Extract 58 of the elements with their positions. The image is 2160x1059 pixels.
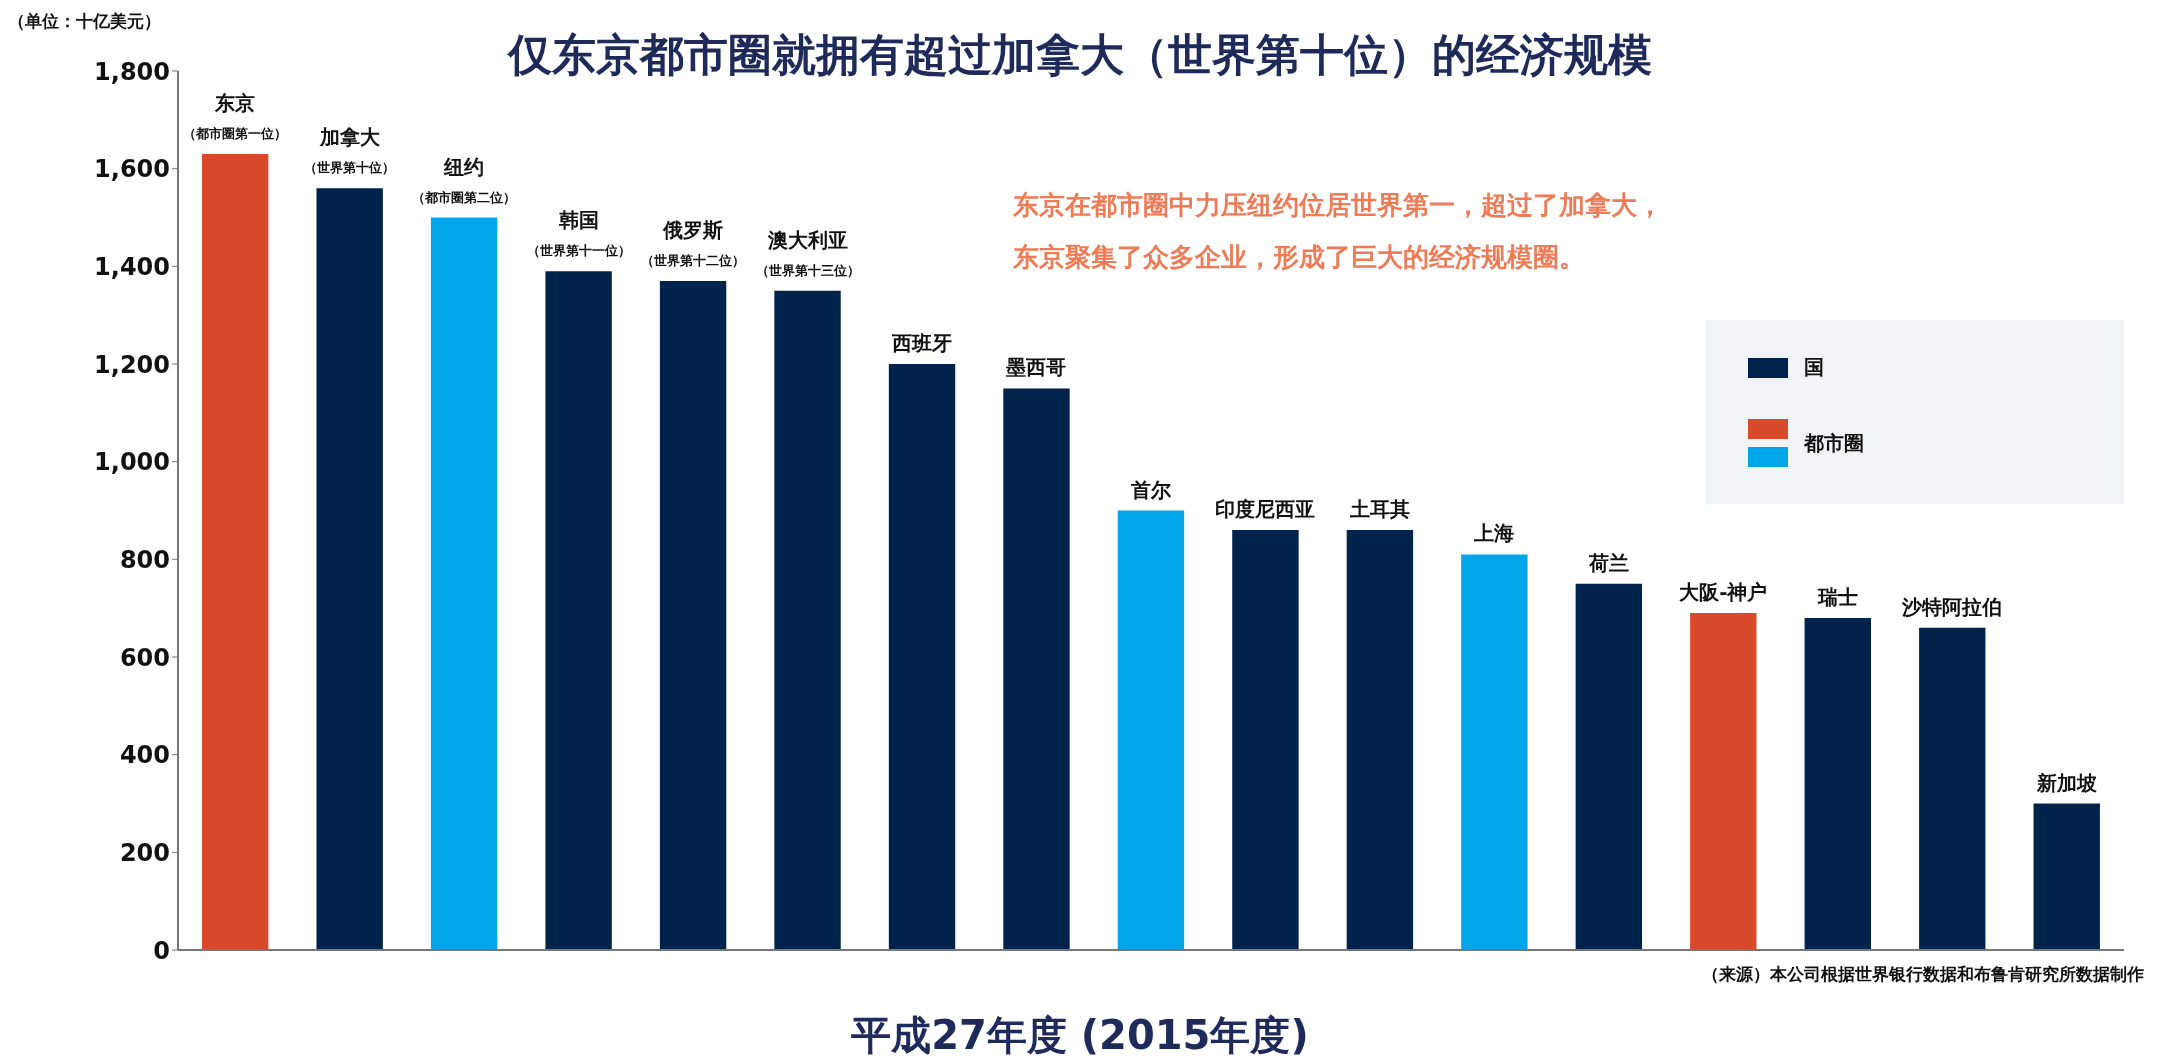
annotation: 东京在都市圈中力压纽约位居世界第一，超过了加拿大， xyxy=(1013,189,1663,222)
bar xyxy=(1117,510,1185,950)
bar xyxy=(1346,530,1414,950)
bar xyxy=(1232,530,1299,950)
bar xyxy=(430,217,498,950)
text: （来源）本公司根据世界银行数据和布鲁肯研究所数据制作 xyxy=(1702,963,2144,986)
bar xyxy=(2033,803,2100,950)
bar xyxy=(774,290,841,950)
x-tick-label: 纽约 xyxy=(443,154,485,179)
text: 平成27年度 (2015年度) xyxy=(850,1011,1310,1059)
x-tick-label: 加拿大 xyxy=(318,125,381,150)
x-tick-label: 首尔 xyxy=(1129,477,1172,502)
bar xyxy=(659,280,727,950)
x-tick-label: 澳大利亚 xyxy=(766,227,848,252)
annotation: （世界第十三位） xyxy=(755,262,860,278)
y-tick-label: 1,000 xyxy=(94,448,170,477)
y-axis-title: （单位：十亿美元） xyxy=(8,10,161,33)
annotation: （世界第十位） xyxy=(304,160,396,176)
bar xyxy=(316,188,383,950)
bar xyxy=(1003,388,1070,950)
bar xyxy=(1919,627,1986,950)
x-tick-label: 荷兰 xyxy=(1587,550,1629,575)
x-tick-label: 新加坡 xyxy=(2035,770,2097,795)
x-tick-label: 土耳其 xyxy=(1348,497,1410,522)
bar xyxy=(1575,583,1643,950)
x-tick-label: 东京 xyxy=(214,91,256,116)
x-tick-label: 印度尼西亚 xyxy=(1215,497,1316,522)
y-tick-label: 1,800 xyxy=(94,57,170,86)
bar xyxy=(545,271,612,950)
x-tick-label: 瑞士 xyxy=(1816,584,1858,609)
annotation: （世界第十二位） xyxy=(641,252,746,268)
chart-title: 仅东京都市圈就拥有超过加拿大（世界第十位）的经济规模 xyxy=(508,29,1652,80)
annotation: （都市圈第二位） xyxy=(412,189,517,205)
x-tick-label: 墨西哥 xyxy=(1005,355,1067,380)
y-tick-label: 800 xyxy=(119,545,170,574)
x-tick-label: 韩国 xyxy=(557,208,599,233)
y-tick-label: 600 xyxy=(119,643,170,672)
bar xyxy=(1461,554,1528,950)
x-tick-label: 西班牙 xyxy=(891,331,953,355)
x-tick-label: 上海 xyxy=(1473,521,1515,546)
y-tick-label: 200 xyxy=(119,838,170,867)
bar xyxy=(202,154,269,950)
legend-label: 国 xyxy=(1804,354,1824,381)
bar xyxy=(1804,617,1871,950)
bar xyxy=(1690,613,1757,950)
y-tick-label: 0 xyxy=(153,936,170,965)
annotation: 东京聚集了众多企业，形成了巨大的经济规模圈。 xyxy=(1013,241,1585,274)
annotation: （都市圈第一位） xyxy=(183,126,288,142)
y-tick-label: 1,600 xyxy=(94,155,170,184)
legend-label: 都市圈 xyxy=(1804,429,1864,457)
y-tick-label: 400 xyxy=(119,741,170,770)
x-tick-label: 沙特阿拉伯 xyxy=(1901,594,2003,619)
x-tick-label: 大阪-神户 xyxy=(1679,580,1768,605)
y-tick-label: 1,400 xyxy=(94,252,170,281)
y-tick-label: 1,200 xyxy=(94,350,170,379)
x-tick-label: 俄罗斯 xyxy=(662,217,724,242)
bar xyxy=(888,364,956,950)
annotation: （世界第十一位） xyxy=(526,243,631,259)
